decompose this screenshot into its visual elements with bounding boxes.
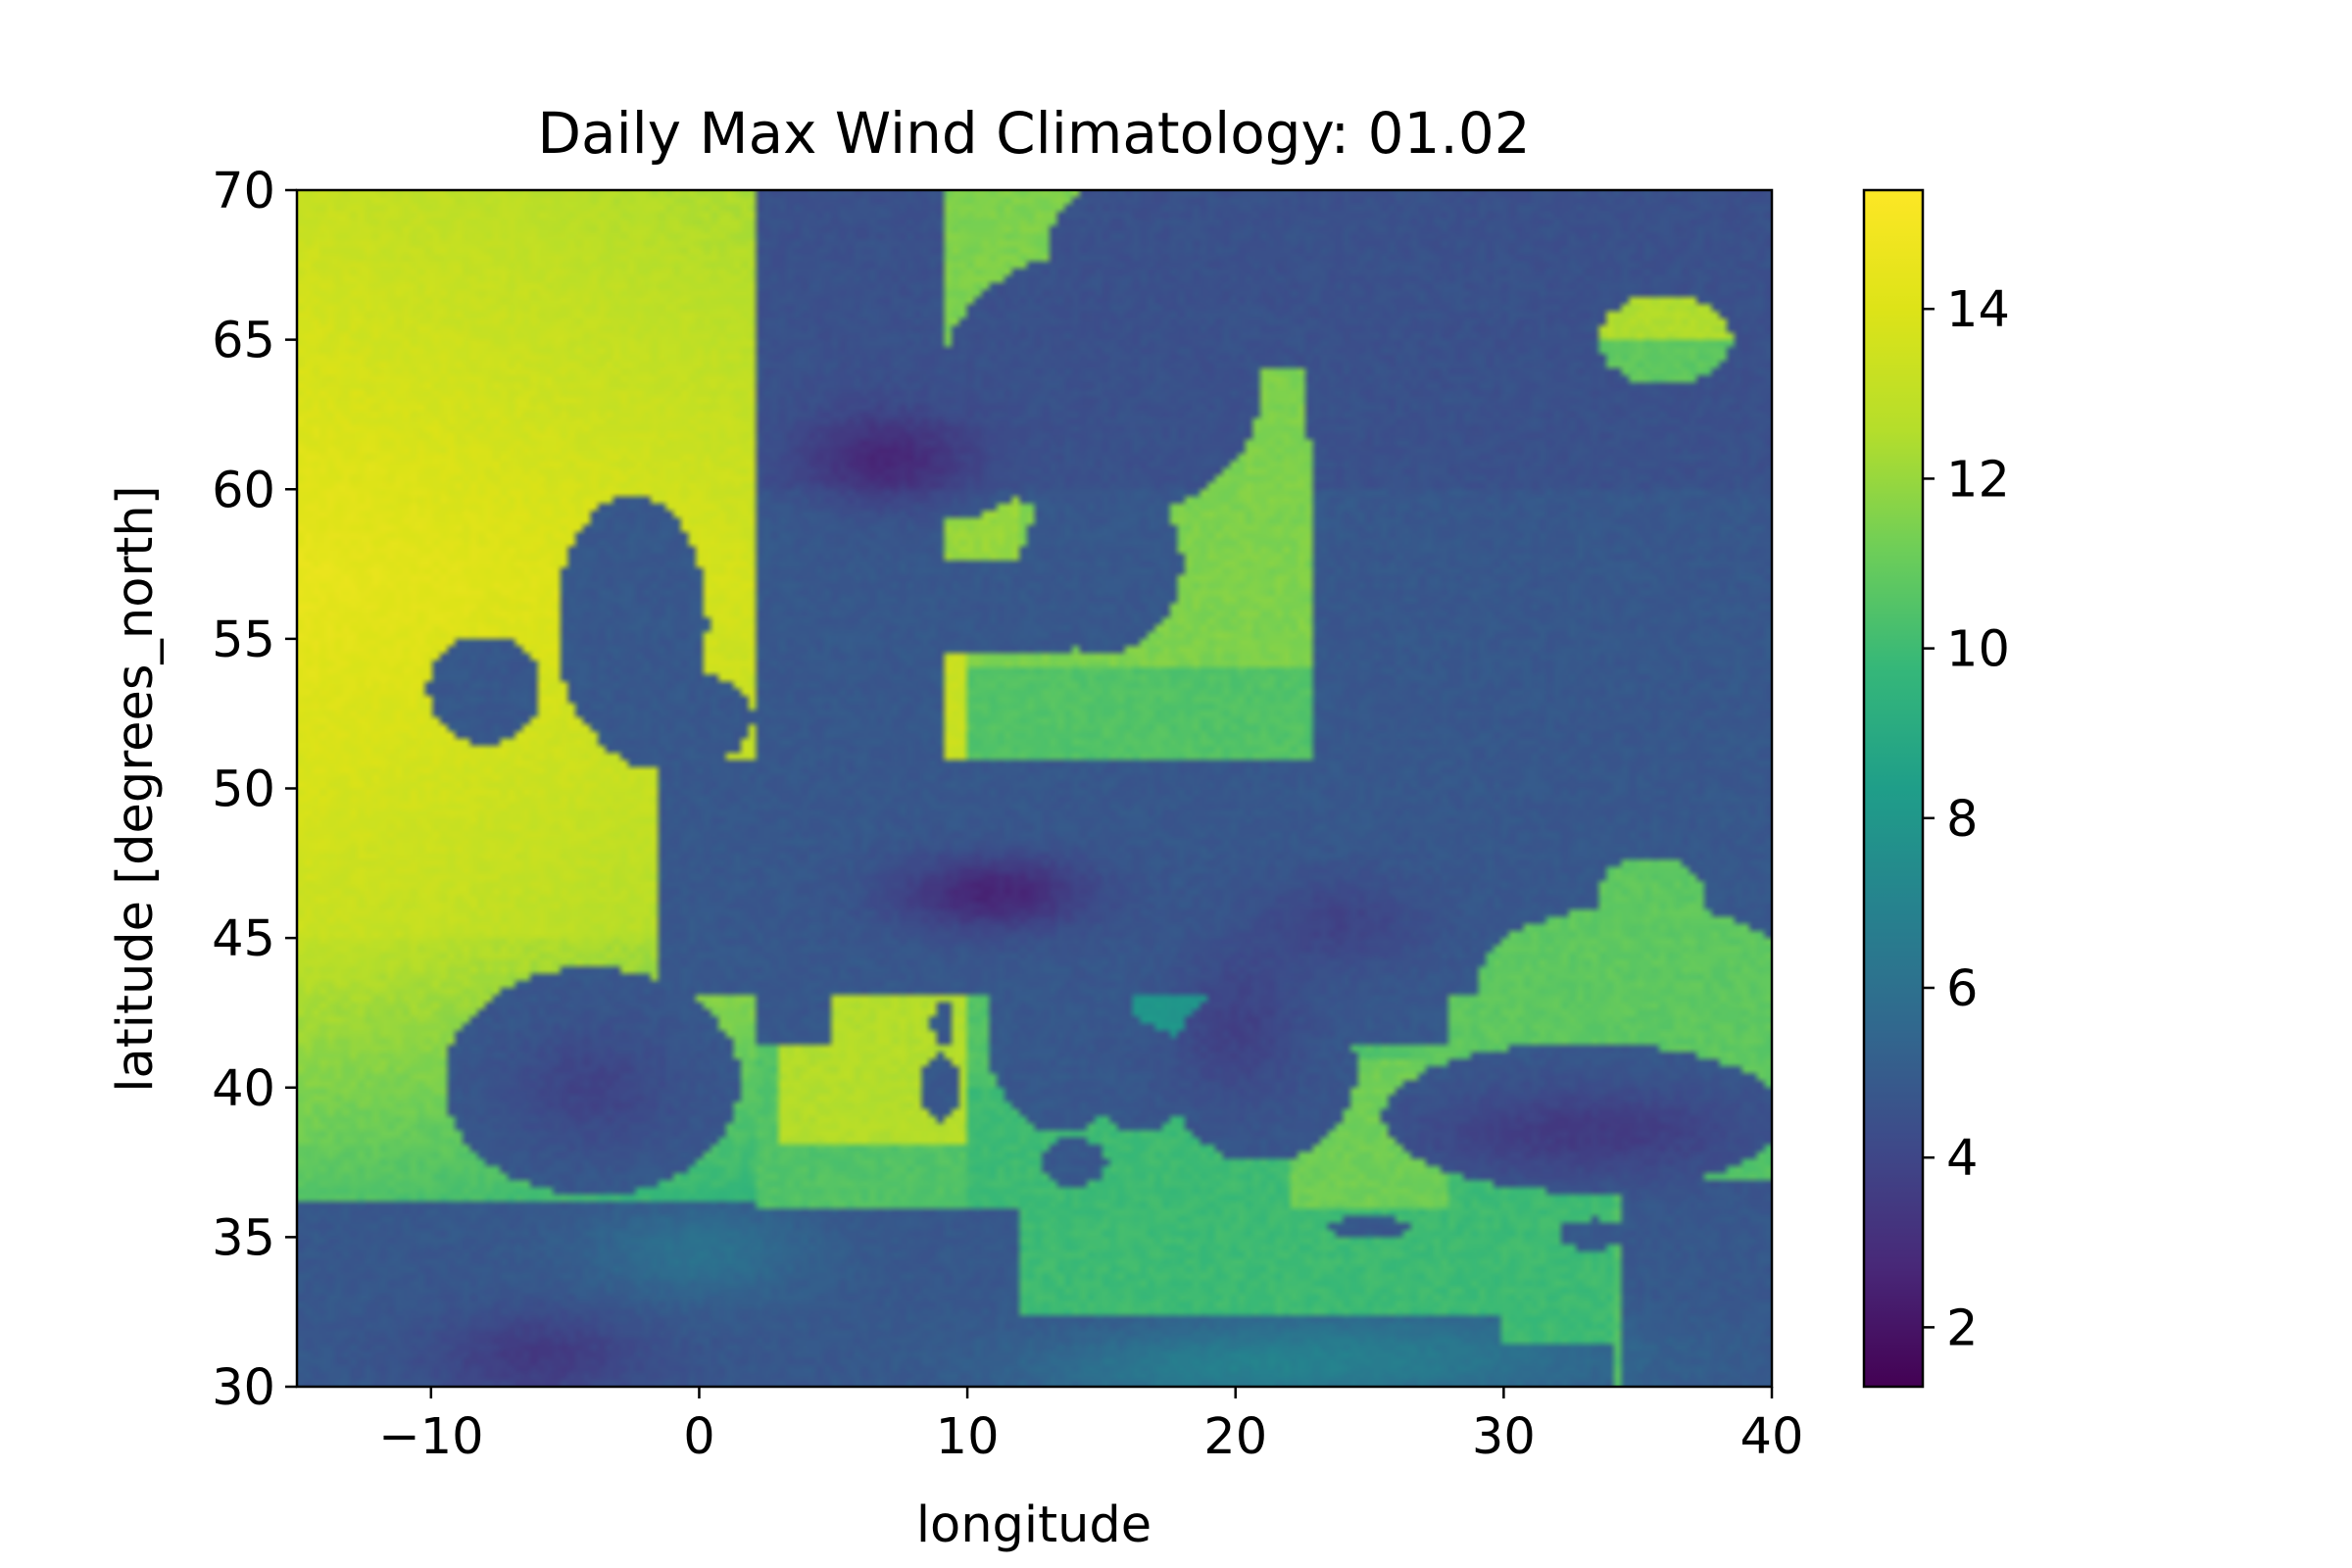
y-tick-label: 50: [212, 761, 275, 819]
y-tick-label: 65: [212, 313, 275, 370]
y-axis-label: latitude [degrees_north]: [107, 485, 165, 1092]
x-tick-label: 30: [1472, 1408, 1536, 1466]
colorbar-tick-label: 8: [1946, 791, 1978, 849]
heatmap-image: [297, 190, 1772, 1387]
colorbar: [1862, 188, 1925, 1389]
colorbar-tick-label: 4: [1946, 1130, 1978, 1188]
x-tick-label: 10: [936, 1408, 1000, 1466]
x-tick-label: −10: [378, 1408, 484, 1466]
y-tick-label: 35: [212, 1209, 275, 1267]
y-tick-label: 60: [212, 462, 275, 519]
x-axis-label: longitude: [916, 1496, 1152, 1554]
y-tick-label: 70: [212, 163, 275, 220]
colorbar-tick-label: 2: [1946, 1299, 1978, 1357]
x-tick-label: 40: [1740, 1408, 1804, 1466]
y-tick-label: 55: [212, 612, 275, 669]
x-tick-label: 20: [1203, 1408, 1267, 1466]
y-axis-ticks: 30 35 40 45 50 55 60 65 70: [212, 163, 297, 1417]
colorbar-tick-label: 14: [1946, 281, 2010, 339]
colorbar-tick-label: 12: [1946, 451, 2010, 509]
x-axis-ticks: −10 0 10 20 30 40: [378, 1387, 1803, 1466]
chart-title: Daily Max Wind Climatology: 01.02: [537, 100, 1530, 167]
x-tick-label: 0: [683, 1408, 714, 1466]
y-tick-label: 30: [212, 1359, 275, 1417]
y-tick-label: 40: [212, 1060, 275, 1118]
colorbar-tick-label: 10: [1946, 621, 2010, 679]
colorbar-tick-label: 6: [1946, 960, 1978, 1018]
y-tick-label: 45: [212, 910, 275, 968]
colorbar-ticks: 2 4 6 8 10 12 14: [1923, 281, 2010, 1357]
